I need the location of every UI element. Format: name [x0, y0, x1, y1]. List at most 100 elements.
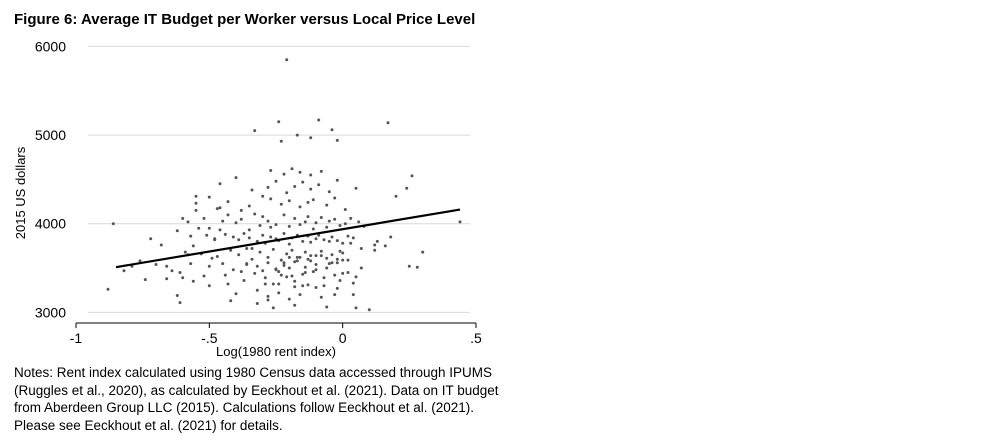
data-point — [346, 271, 350, 274]
data-point — [458, 220, 462, 224]
data-point — [317, 118, 321, 122]
data-point — [285, 252, 289, 256]
y-tick-label: 3000 — [35, 304, 66, 320]
data-point — [250, 257, 254, 261]
data-point — [194, 201, 198, 205]
data-point — [354, 275, 358, 279]
data-point — [285, 58, 289, 62]
data-point — [215, 207, 219, 211]
data-point — [298, 293, 302, 297]
x-tick-label: -.5 — [201, 330, 218, 346]
data-point — [189, 262, 193, 266]
data-point — [317, 183, 321, 187]
data-point — [319, 254, 323, 258]
data-point — [226, 213, 230, 217]
data-point — [349, 241, 353, 245]
data-point — [343, 222, 347, 226]
data-point — [338, 224, 342, 227]
data-point — [170, 269, 174, 273]
data-point — [154, 263, 158, 266]
data-point — [218, 228, 222, 232]
data-point — [311, 227, 315, 231]
data-point — [303, 271, 307, 274]
data-point — [287, 224, 291, 228]
data-point — [255, 264, 259, 268]
data-point — [277, 120, 281, 124]
data-point — [255, 288, 259, 292]
data-point — [191, 244, 195, 248]
data-point — [290, 167, 294, 171]
notes-line: (Ruggles et al., 2020), as calculated by… — [14, 382, 499, 398]
y-tick-label: 6000 — [35, 38, 66, 54]
data-point — [274, 179, 278, 183]
data-point — [341, 271, 345, 275]
data-point — [242, 232, 246, 235]
data-point — [247, 236, 251, 240]
data-point — [335, 261, 339, 265]
data-point — [207, 226, 211, 230]
data-point — [237, 238, 241, 242]
data-point — [314, 221, 318, 225]
data-point — [311, 270, 315, 274]
data-point — [207, 264, 211, 268]
data-point — [383, 244, 387, 248]
data-point — [269, 235, 273, 239]
data-point — [319, 295, 323, 299]
data-point — [373, 243, 377, 247]
data-point — [330, 128, 334, 132]
data-point — [165, 264, 169, 268]
data-point — [287, 255, 291, 259]
data-point — [311, 198, 315, 202]
data-point — [309, 187, 313, 191]
data-point — [319, 249, 323, 253]
data-point — [202, 274, 206, 278]
data-point — [223, 273, 227, 277]
data-point — [234, 292, 238, 296]
data-point — [325, 256, 329, 260]
data-point — [247, 228, 251, 232]
data-point — [189, 234, 193, 238]
data-point — [271, 306, 275, 310]
data-point — [287, 199, 291, 203]
data-point — [143, 278, 147, 282]
data-point — [290, 274, 294, 278]
data-point — [298, 255, 302, 259]
data-point — [359, 247, 363, 250]
data-point — [269, 197, 273, 201]
data-point — [314, 237, 318, 241]
data-point — [421, 250, 425, 254]
data-point — [303, 250, 307, 254]
data-point — [239, 208, 243, 212]
data-point — [333, 293, 337, 297]
data-point — [405, 186, 409, 190]
data-point — [266, 294, 270, 298]
data-point — [306, 257, 310, 261]
data-point — [314, 268, 318, 272]
notes-line: from Aberdeen Group LLC (2015). Calculat… — [14, 400, 475, 416]
data-point — [338, 249, 342, 253]
data-point — [205, 233, 209, 237]
data-point — [335, 178, 339, 182]
data-point — [317, 233, 321, 237]
data-point — [330, 253, 334, 257]
data-point — [301, 272, 305, 276]
data-point — [271, 282, 275, 286]
data-point — [327, 262, 331, 266]
figure-notes: Notes: Rent index calculated using 1980 … — [14, 364, 574, 434]
data-point — [210, 256, 214, 260]
data-point — [338, 279, 342, 282]
x-tick-label: .5 — [470, 330, 482, 346]
data-point — [263, 276, 267, 280]
data-point — [293, 216, 297, 220]
data-point — [282, 172, 286, 176]
data-point — [239, 217, 243, 221]
data-point — [335, 257, 339, 261]
data-point — [218, 182, 222, 186]
data-point — [373, 248, 377, 252]
data-point — [175, 294, 179, 297]
fit-line-group — [115, 208, 461, 269]
y-tick-label: 5000 — [35, 127, 66, 143]
data-point — [386, 121, 390, 125]
data-point — [266, 185, 270, 189]
data-point — [327, 219, 331, 223]
